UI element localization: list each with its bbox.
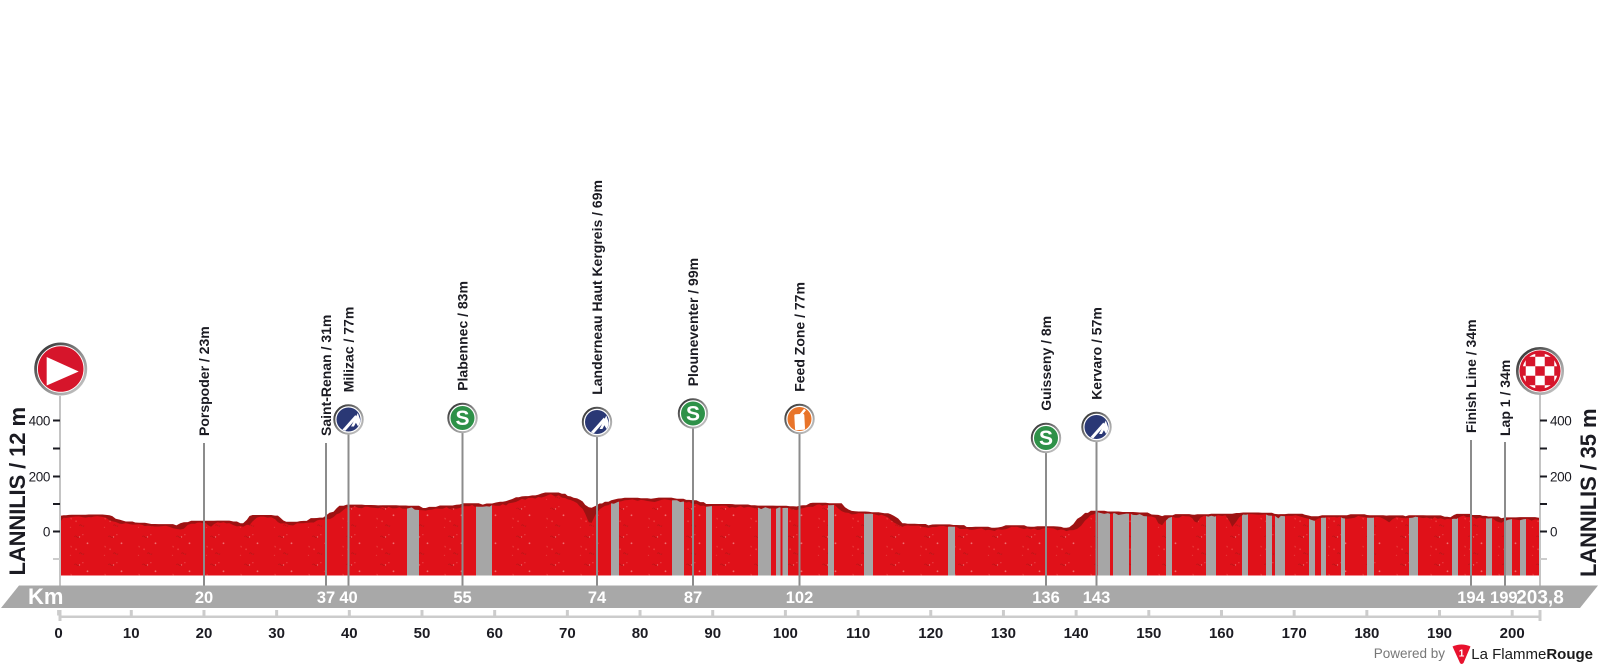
svg-text:40: 40 — [339, 589, 357, 607]
svg-text:70: 70 — [559, 625, 576, 642]
svg-text:180: 180 — [1354, 625, 1379, 642]
svg-text:Powered by: Powered by — [1374, 646, 1446, 661]
svg-text:150: 150 — [1136, 625, 1161, 642]
svg-text:Km: Km — [28, 584, 63, 609]
svg-text:110: 110 — [846, 625, 870, 642]
svg-text:90: 90 — [704, 625, 721, 642]
svg-text:0: 0 — [1550, 525, 1557, 540]
svg-text:Milizac / 77m: Milizac / 77m — [341, 307, 357, 393]
svg-text:200: 200 — [1500, 625, 1525, 642]
svg-text:200: 200 — [29, 470, 50, 485]
svg-text:194: 194 — [1457, 589, 1485, 607]
svg-text:143: 143 — [1083, 589, 1111, 607]
svg-text:Plabennec / 83m: Plabennec / 83m — [455, 281, 471, 391]
svg-text:37: 37 — [317, 589, 335, 607]
svg-text:170: 170 — [1282, 625, 1307, 642]
svg-text:Finish Line / 34m: Finish Line / 34m — [1463, 319, 1479, 433]
svg-text:S: S — [455, 407, 469, 430]
svg-text:136: 136 — [1032, 589, 1060, 607]
svg-text:1: 1 — [1459, 649, 1465, 660]
svg-text:0: 0 — [43, 525, 50, 540]
svg-text:Plouneventer / 99m: Plouneventer / 99m — [685, 258, 701, 386]
svg-text:LANNILIS / 12 m: LANNILIS / 12 m — [5, 407, 30, 575]
svg-text:S: S — [1039, 427, 1053, 450]
svg-text:102: 102 — [786, 589, 814, 607]
svg-text:203,8: 203,8 — [1516, 588, 1564, 609]
svg-text:LANNILIS / 35 m: LANNILIS / 35 m — [1576, 409, 1600, 577]
svg-text:400: 400 — [1550, 414, 1571, 429]
svg-text:Landerneau Haut Kergreis / 69m: Landerneau Haut Kergreis / 69m — [589, 180, 605, 395]
svg-text:87: 87 — [684, 589, 702, 607]
svg-text:190: 190 — [1427, 625, 1452, 642]
svg-text:80: 80 — [632, 625, 649, 642]
svg-text:20: 20 — [195, 589, 213, 607]
svg-text:Saint-Renan / 31m: Saint-Renan / 31m — [318, 315, 334, 436]
svg-text:0: 0 — [54, 625, 62, 642]
svg-text:160: 160 — [1209, 625, 1234, 642]
svg-text:10: 10 — [123, 625, 140, 642]
svg-text:S: S — [686, 403, 700, 426]
svg-text:20: 20 — [196, 625, 213, 642]
svg-text:Kervaro / 57m: Kervaro / 57m — [1089, 307, 1105, 400]
svg-text:30: 30 — [268, 625, 285, 642]
svg-text:400: 400 — [29, 414, 50, 429]
svg-text:130: 130 — [991, 625, 1016, 642]
svg-text:200: 200 — [1550, 470, 1571, 485]
svg-text:140: 140 — [1064, 625, 1089, 642]
svg-text:100: 100 — [773, 625, 798, 642]
svg-text:199: 199 — [1490, 589, 1518, 607]
svg-text:Feed Zone / 77m: Feed Zone / 77m — [792, 282, 808, 392]
svg-text:40: 40 — [341, 625, 358, 642]
svg-text:60: 60 — [486, 625, 503, 642]
svg-text:74: 74 — [588, 589, 607, 607]
svg-text:La FlammeRouge: La FlammeRouge — [1471, 646, 1593, 663]
svg-text:50: 50 — [414, 625, 431, 642]
svg-text:Lap 1 / 34m: Lap 1 / 34m — [1497, 360, 1513, 436]
svg-text:55: 55 — [453, 589, 471, 607]
svg-text:Guisseny / 8m: Guisseny / 8m — [1038, 316, 1054, 411]
svg-text:Porspoder / 23m: Porspoder / 23m — [196, 326, 212, 436]
svg-text:120: 120 — [918, 625, 943, 642]
